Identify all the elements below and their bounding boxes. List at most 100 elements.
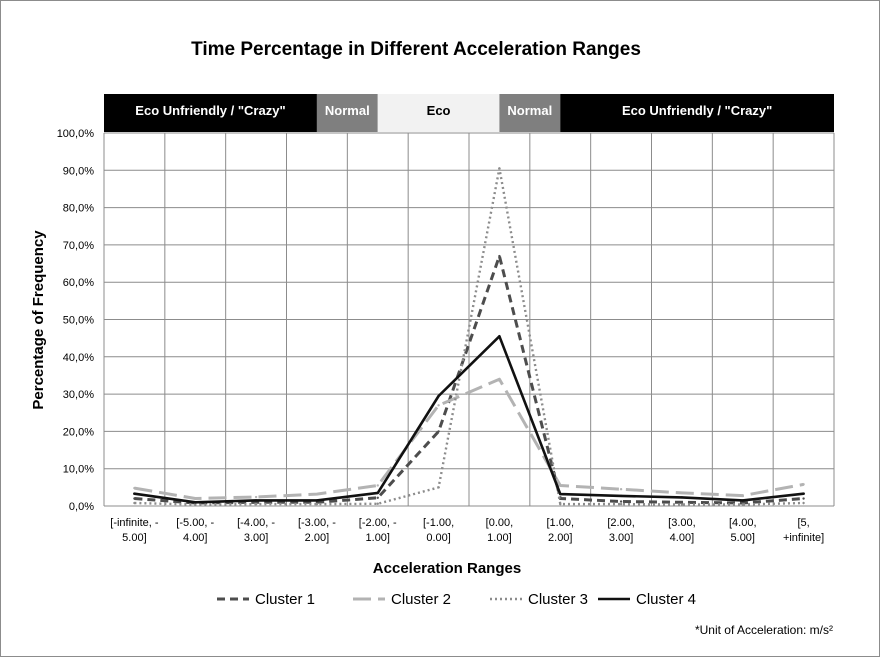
data-point xyxy=(315,492,319,496)
data-point xyxy=(680,496,684,499)
band-label: Normal xyxy=(507,103,552,118)
data-point xyxy=(498,254,501,258)
y-tick-label: 30,0% xyxy=(63,389,94,401)
legend-label: Cluster 4 xyxy=(636,591,696,608)
data-point xyxy=(376,484,379,487)
band-0 xyxy=(104,94,317,132)
y-tick-label: 20,0% xyxy=(63,426,94,438)
data-point xyxy=(802,483,805,486)
x-axis-title: Acceleration Ranges xyxy=(373,560,521,577)
series-line-3 xyxy=(134,167,804,506)
x-tick-label: 5.00] xyxy=(731,532,755,544)
data-point xyxy=(194,503,197,506)
band-label: Normal xyxy=(325,103,370,118)
data-point xyxy=(802,492,805,495)
x-tick-label: [-3.00, - xyxy=(298,517,336,529)
x-tick-label: +infinite] xyxy=(783,532,824,544)
x-tick-label: 4.00] xyxy=(183,532,207,544)
data-point xyxy=(498,335,501,338)
data-point xyxy=(376,496,379,499)
x-tick-label: [0.00, xyxy=(486,517,514,529)
data-point xyxy=(680,501,684,504)
band-label: Eco Unfriendly / "Crazy" xyxy=(622,103,772,118)
legend-label: Cluster 3 xyxy=(528,591,588,608)
y-axis-title: Percentage of Frequency xyxy=(30,230,47,410)
x-tick-label: 0.00] xyxy=(426,532,450,544)
unit-note: *Unit of Acceleration: m/s² xyxy=(695,623,833,637)
band-label: Eco Unfriendly / "Crazy" xyxy=(135,103,285,118)
x-tick-label: [4.00, xyxy=(729,517,757,529)
data-point xyxy=(194,501,197,504)
data-point xyxy=(315,502,319,506)
data-point xyxy=(315,499,319,502)
x-tick-label: [-2.00, - xyxy=(359,517,397,529)
x-tick-label: [-5.00, - xyxy=(176,517,214,529)
band-4 xyxy=(560,94,834,132)
y-tick-labels: 0,0% 10,0% 20,0% 30,0% 40,0% 50,0% 60,0% 70,0% 8… xyxy=(57,128,95,513)
data-point xyxy=(559,484,562,487)
band-2 xyxy=(377,94,500,132)
range-bands: Eco Unfriendly / "Crazy" Normal Eco Normal E… xyxy=(104,94,834,132)
data-point xyxy=(498,167,501,170)
data-point xyxy=(680,491,684,495)
data-point xyxy=(133,492,136,495)
y-tick-label: 80,0% xyxy=(63,203,94,215)
data-point xyxy=(437,404,440,407)
data-point xyxy=(559,492,562,496)
band-label: Eco xyxy=(427,103,451,118)
data-point xyxy=(133,486,136,490)
data-point xyxy=(254,495,258,499)
data-point xyxy=(741,494,744,497)
data-point xyxy=(437,486,440,489)
y-tick-label: 90,0% xyxy=(63,165,94,177)
data-point xyxy=(437,430,440,433)
x-tick-label: 3.00] xyxy=(609,532,633,544)
x-tick-label: 5.00] xyxy=(122,532,146,544)
x-tick-label: 1.00] xyxy=(487,532,511,544)
series-line-1 xyxy=(134,254,804,505)
series-line-4 xyxy=(133,334,805,504)
data-point xyxy=(619,500,623,503)
chart-title: Time Percentage in Different Acceleratio… xyxy=(191,39,641,60)
data-point xyxy=(741,503,744,506)
data-point xyxy=(254,502,258,506)
data-point xyxy=(559,502,562,506)
legend-label: Cluster 1 xyxy=(255,591,315,608)
data-point xyxy=(376,491,379,495)
data-point xyxy=(437,394,440,398)
x-tick-label: [1.00, xyxy=(546,517,574,529)
y-tick-label: 50,0% xyxy=(63,315,94,327)
x-tick-label: [-infinite, - xyxy=(110,517,159,529)
band-3 xyxy=(499,94,561,132)
x-tick-label: 1.00] xyxy=(366,532,390,544)
x-tick-label: [-1.00, xyxy=(423,517,454,529)
data-point xyxy=(133,497,136,500)
y-tick-label: 10,0% xyxy=(63,464,94,476)
data-point xyxy=(802,497,805,500)
x-tick-label: [3.00, xyxy=(668,517,696,529)
series-lines xyxy=(133,167,805,506)
data-point xyxy=(619,502,623,506)
data-point xyxy=(376,502,379,505)
grid-lines xyxy=(103,132,835,507)
data-point xyxy=(680,503,684,506)
x-tick-label: 2.00] xyxy=(548,532,572,544)
y-tick-label: 40,0% xyxy=(63,352,94,364)
data-point xyxy=(619,494,623,498)
x-tick-labels: [-infinite, - 5.00] [-5.00, - 4.00] [-4.00, … xyxy=(110,517,824,544)
x-tick-label: 3.00] xyxy=(244,532,268,544)
data-point xyxy=(619,488,623,491)
x-tick-label: [2.00, xyxy=(607,517,635,529)
data-point xyxy=(194,497,197,500)
y-tick-label: 100,0% xyxy=(57,128,95,140)
data-point xyxy=(254,499,258,502)
data-point xyxy=(802,501,805,505)
data-point xyxy=(498,377,501,381)
data-point xyxy=(741,499,744,502)
y-tick-label: 70,0% xyxy=(63,240,94,252)
x-tick-label: 4.00] xyxy=(670,532,694,544)
y-tick-label: 60,0% xyxy=(63,277,94,289)
series-line-2 xyxy=(134,377,804,500)
x-tick-label: [-4.00, - xyxy=(237,517,275,529)
